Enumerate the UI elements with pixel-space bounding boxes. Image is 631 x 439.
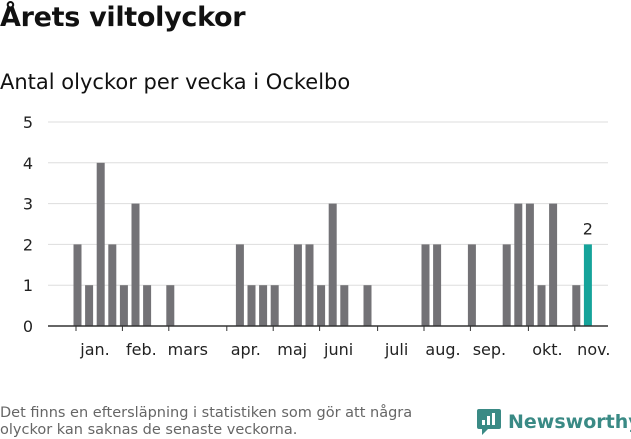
x-tick-label: jan. — [79, 340, 109, 359]
bar — [235, 244, 244, 326]
bar — [363, 285, 372, 326]
y-tick-label: 4 — [23, 154, 33, 173]
bar — [131, 203, 140, 326]
bar — [270, 285, 279, 326]
bar — [119, 285, 128, 326]
bar — [143, 285, 152, 326]
bar — [549, 203, 558, 326]
bar-chart: 0 1 2 3 4 5 2 jan. feb. mars apr. maj juni juli aug. se… — [23, 113, 611, 359]
x-tick-label: okt. — [532, 340, 562, 359]
y-tick-label: 3 — [23, 195, 33, 214]
bar — [166, 285, 175, 326]
x-tick-label: apr. — [231, 340, 261, 359]
newsworthy-logo-icon — [477, 409, 501, 435]
x-tick-label: feb. — [126, 340, 157, 359]
bar — [572, 285, 581, 326]
chart-subtitle: Antal olyckor per vecka i Ockelbo — [0, 70, 351, 94]
x-tick-label: aug. — [425, 340, 460, 359]
bar — [502, 244, 511, 326]
x-tick-label: nov. — [577, 340, 610, 359]
x-tick-label: sep. — [473, 340, 506, 359]
bar — [537, 285, 546, 326]
bar — [328, 203, 337, 326]
x-tick-label: juli — [384, 340, 408, 359]
y-tick-label: 2 — [23, 235, 33, 254]
bar — [73, 244, 82, 326]
bar — [108, 244, 117, 326]
newsworthy-brand[interactable]: Newsworthy — [476, 408, 631, 436]
y-tick-label: 1 — [23, 276, 33, 295]
bar-highlight — [583, 244, 592, 326]
bar — [514, 203, 523, 326]
bar — [305, 244, 314, 326]
x-tick-label: mars — [168, 340, 208, 359]
bar — [317, 285, 326, 326]
bar — [85, 285, 94, 326]
bar — [525, 203, 534, 326]
x-tick-label: maj — [277, 340, 307, 359]
y-tick-label: 0 — [23, 317, 33, 336]
x-tick-label: juni — [323, 340, 353, 359]
data-label: 2 — [583, 219, 593, 238]
bar — [433, 244, 442, 326]
bar — [247, 285, 256, 326]
bar — [340, 285, 349, 326]
bar — [96, 162, 105, 326]
footnote: Det finns en eftersläpning i statistiken… — [0, 405, 413, 438]
brand-name: Newsworthy — [508, 411, 631, 433]
bar — [293, 244, 302, 326]
bar — [421, 244, 430, 326]
y-tick-label: 5 — [23, 113, 33, 132]
bar — [467, 244, 476, 326]
chart-title: Årets viltolyckor — [0, 2, 246, 33]
bar — [259, 285, 268, 326]
